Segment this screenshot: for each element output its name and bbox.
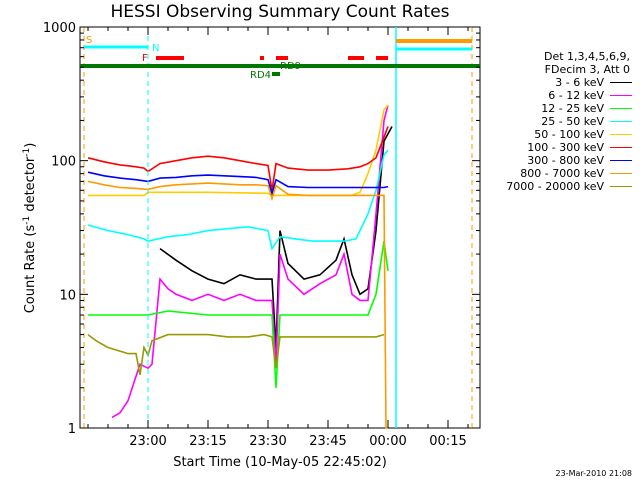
- series-line-8: [87, 333, 385, 375]
- legend-item: 12 - 25 keV: [486, 102, 636, 115]
- legend-label: 3 - 6 keV: [555, 76, 604, 89]
- legend-swatch: [610, 147, 632, 148]
- legend-header-2: FDecim 3, Att 0: [544, 63, 630, 76]
- series-layer: [87, 104, 393, 429]
- y-axis-label-mid: detector: [23, 156, 38, 216]
- series-line-1: [111, 104, 389, 419]
- series-line-5: [87, 126, 389, 191]
- legend-item: 50 - 100 keV: [486, 128, 636, 141]
- y-tick-label: 1: [68, 422, 76, 437]
- y-tick-label: 100: [51, 155, 76, 170]
- x-tick-label: 00:15: [429, 434, 466, 449]
- series-line-2: [88, 240, 389, 388]
- x-tick-label: 23:30: [249, 434, 286, 449]
- legend-label: 12 - 25 keV: [541, 102, 604, 115]
- series-line-4: [88, 104, 389, 197]
- night-label: N: [152, 43, 159, 54]
- y-axis-label-sup1: -1: [22, 216, 32, 225]
- legend-swatch: [610, 82, 632, 83]
- saa-label: S: [86, 35, 92, 46]
- legend-header-1: Det 1,3,4,5,6,9,: [543, 50, 630, 63]
- legend-swatch: [610, 186, 632, 187]
- tick-layer: 1 10 100 1000 23:00 23:15 23:30 23:45 00:00 00:15: [43, 21, 480, 449]
- rd4-label: RD4: [250, 70, 271, 81]
- y-axis-label-sup2: -1: [22, 148, 32, 157]
- legend-swatch: [610, 173, 632, 174]
- legend-label: 300 - 800 keV: [527, 154, 604, 167]
- x-tick-label: 23:15: [189, 434, 226, 449]
- series-line-3: [87, 149, 389, 251]
- x-tick-label: 23:00: [129, 434, 166, 449]
- legend: Det 1,3,4,5,6,9, FDecim 3, Att 0 3 - 6 k…: [486, 50, 636, 193]
- y-axis-label-main: Count Rate (s: [23, 225, 38, 314]
- legend-label: 800 - 7000 keV: [520, 167, 604, 180]
- legend-swatch: [610, 108, 632, 109]
- legend-item: 300 - 800 keV: [486, 154, 636, 167]
- series-line-7: [87, 180, 388, 429]
- series-line-0: [159, 126, 393, 348]
- y-axis-label-end: ): [23, 143, 38, 148]
- plot-area: [79, 26, 481, 429]
- x-tick-label: 23:45: [309, 434, 346, 449]
- rd9-label: RD9: [280, 61, 301, 72]
- legend-item: 800 - 7000 keV: [486, 167, 636, 180]
- legend-item: 7000 - 20000 keV: [486, 180, 636, 193]
- x-tick-label: 00:00: [369, 434, 406, 449]
- legend-swatch: [610, 121, 632, 122]
- legend-label: 7000 - 20000 keV: [506, 180, 604, 193]
- legend-label: 25 - 50 keV: [541, 115, 604, 128]
- legend-item: 25 - 50 keV: [486, 115, 636, 128]
- legend-swatch: [610, 95, 632, 96]
- legend-swatch: [610, 134, 632, 135]
- legend-label: 6 - 12 keV: [548, 89, 604, 102]
- series-line-6: [87, 171, 389, 197]
- chart-title: HESSI Observing Summary Count Rates: [110, 2, 450, 22]
- marker-layer: S NF RD9 RD4: [80, 27, 480, 428]
- legend-label: 100 - 300 keV: [527, 141, 604, 154]
- legend-item: 3 - 6 keV: [486, 76, 636, 89]
- legend-label: 50 - 100 keV: [534, 128, 604, 141]
- timestamp: 23-Mar-2010 21:08: [555, 469, 633, 478]
- x-axis-label: Start Time (10-May-05 22:45:02): [173, 455, 387, 470]
- y-axis-label: Count Rate (s-1 detector-1): [22, 143, 38, 314]
- y-tick-label: 10: [59, 288, 76, 303]
- flare-label: F: [142, 53, 148, 64]
- legend-swatch: [610, 160, 632, 161]
- legend-item: 100 - 300 keV: [486, 141, 636, 154]
- y-tick-label: 1000: [43, 21, 76, 36]
- legend-item: 6 - 12 keV: [486, 89, 636, 102]
